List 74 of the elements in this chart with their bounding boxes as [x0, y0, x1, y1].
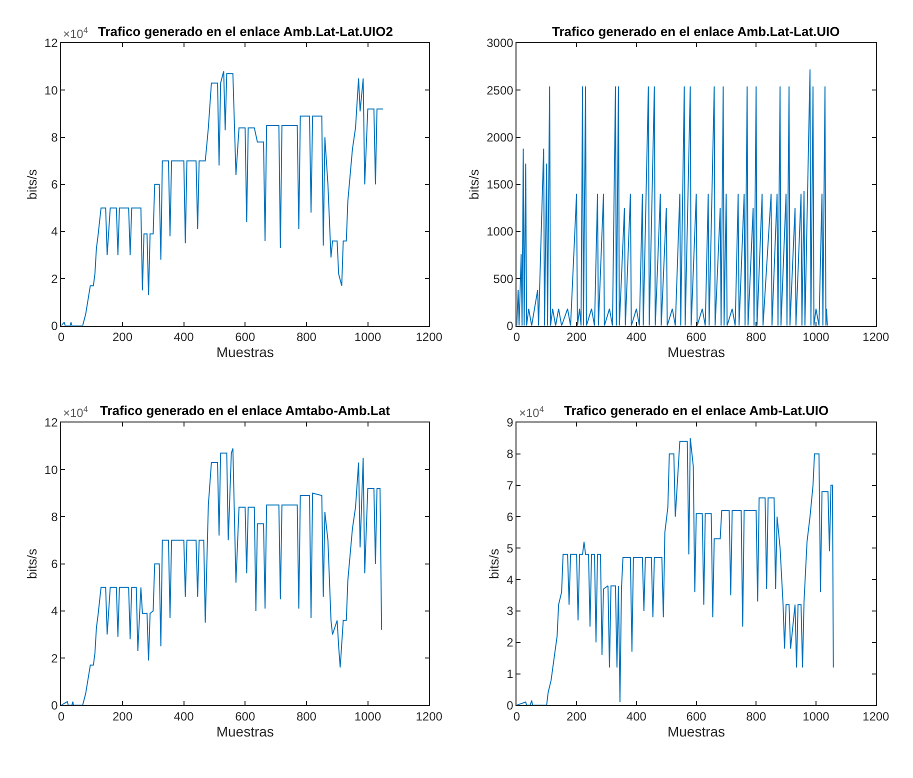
y-tick-label: 1	[506, 666, 514, 681]
y-axis-title: bits/s	[486, 548, 502, 580]
x-tick-label: 400	[626, 710, 647, 724]
y-tick-label: 4	[51, 604, 58, 618]
y-tick-label: 5	[506, 541, 514, 556]
y-tick-label: 10	[44, 83, 58, 98]
chart-title: Trafico generado en el enlace Amb-Lat.UIO	[564, 403, 829, 418]
x-tick-label: 1200	[416, 710, 443, 724]
y-tick-label: 2	[51, 272, 58, 286]
y-tick-label: 9	[506, 416, 514, 430]
y-tick-label: 1500	[486, 178, 514, 192]
y-tick-label: 12	[44, 36, 58, 50]
y-tick-label: 0	[51, 698, 58, 712]
y-tick-label: 3000	[486, 36, 514, 50]
x-tick-label: 800	[746, 330, 766, 344]
y-axis-title: bits/s	[24, 168, 40, 200]
x-axis-title: Muestras	[667, 724, 726, 740]
chart-title: Trafico generado en el enlace Amb.Lat-Lat.UIO2	[98, 24, 393, 39]
x-axis-title: Muestras	[667, 344, 726, 360]
x-axis-title: Muestras	[216, 344, 274, 360]
chart-title: Trafico generado en el enlace Amtabo-Amb.Lat	[100, 403, 391, 418]
x-tick-label: 800	[296, 710, 317, 724]
text: ×10$^{4}$	[63, 25, 88, 42]
x-tick-label: 600	[686, 330, 707, 344]
x-tick-label: 200	[112, 710, 133, 724]
x-tick-label: 400	[174, 330, 194, 344]
y-tick-label: 6	[506, 510, 514, 524]
y-tick-label: 2	[506, 636, 514, 650]
y-tick-label: 12	[44, 416, 58, 430]
x-tick-label: 800	[746, 710, 766, 724]
y-axis-title: bits/s	[466, 168, 482, 200]
y-tick-label: 8	[51, 130, 58, 144]
y-tick-label: 10	[44, 462, 58, 477]
line-series	[516, 68, 828, 326]
x-tick-label: 1000	[802, 330, 830, 344]
y-tick-label: 2	[51, 651, 58, 666]
y-tick-label: 7	[506, 478, 514, 493]
y-tick-label: 3	[506, 604, 514, 618]
y-tick-label: 0	[506, 698, 514, 712]
x-tick-label: 200	[566, 330, 587, 344]
x-axis-title: Muestras	[216, 724, 274, 740]
y-tick-label: 4	[51, 224, 58, 239]
y-tick-label: 2500	[486, 83, 514, 98]
y-tick-label: 1000	[486, 224, 514, 239]
y-tick-label: 4	[506, 572, 514, 587]
x-tick-label: 1000	[354, 330, 382, 344]
y-tick-label: 0	[506, 318, 514, 333]
chart-title: Trafico generado en el enlace Amb.Lat-Lat.UIO	[552, 24, 840, 39]
y-tick-label: 2000	[486, 130, 514, 144]
y-tick-label: 8	[506, 447, 514, 462]
x-tick-label: 600	[235, 710, 256, 724]
x-tick-label: 1200	[862, 330, 890, 344]
x-tick-label: 200	[566, 710, 587, 724]
line-series	[516, 438, 834, 706]
y-tick-label: 500	[493, 272, 514, 286]
x-tick-label: 600	[235, 330, 256, 344]
y-tick-label: 0	[51, 318, 58, 333]
x-tick-label: 200	[112, 330, 133, 344]
x-tick-label: 800	[296, 330, 317, 344]
x-tick-label: 1200	[862, 710, 890, 724]
x-tick-label: 400	[626, 330, 647, 344]
y-tick-label: 8	[51, 510, 58, 524]
x-tick-label: 1200	[416, 330, 443, 344]
line-series	[61, 70, 384, 326]
text: ×10$^{4}$	[63, 404, 88, 420]
x-tick-label: 1000	[354, 710, 382, 724]
y-tick-label: 6	[51, 178, 58, 192]
text: ×10$^{4}$	[519, 404, 544, 420]
x-tick-label: 1000	[802, 710, 830, 724]
y-tick-label: 6	[51, 557, 58, 572]
x-tick-label: 400	[174, 710, 194, 724]
x-tick-label: 600	[686, 710, 707, 724]
y-axis-title: bits/s	[24, 548, 40, 580]
line-series	[61, 448, 382, 706]
